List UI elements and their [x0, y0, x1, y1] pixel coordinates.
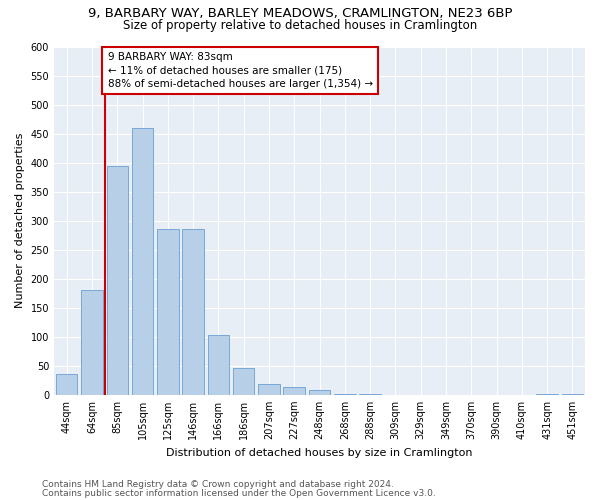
Bar — [132, 128, 153, 395]
Bar — [258, 384, 280, 395]
Text: Contains public sector information licensed under the Open Government Licence v3: Contains public sector information licen… — [42, 488, 436, 498]
Bar — [309, 390, 330, 395]
Bar — [56, 374, 77, 395]
Text: Contains HM Land Registry data © Crown copyright and database right 2024.: Contains HM Land Registry data © Crown c… — [42, 480, 394, 489]
Bar — [334, 394, 356, 395]
Bar — [182, 230, 204, 395]
Text: 9 BARBARY WAY: 83sqm
← 11% of detached houses are smaller (175)
88% of semi-deta: 9 BARBARY WAY: 83sqm ← 11% of detached h… — [107, 52, 373, 88]
Bar — [562, 394, 583, 395]
Text: 9, BARBARY WAY, BARLEY MEADOWS, CRAMLINGTON, NE23 6BP: 9, BARBARY WAY, BARLEY MEADOWS, CRAMLING… — [88, 8, 512, 20]
Bar — [536, 394, 558, 395]
Bar — [208, 335, 229, 395]
Text: Size of property relative to detached houses in Cramlington: Size of property relative to detached ho… — [123, 19, 477, 32]
Bar — [157, 230, 179, 395]
Bar — [107, 166, 128, 395]
X-axis label: Distribution of detached houses by size in Cramlington: Distribution of detached houses by size … — [166, 448, 473, 458]
Bar — [81, 290, 103, 395]
Y-axis label: Number of detached properties: Number of detached properties — [15, 133, 25, 308]
Bar — [283, 388, 305, 395]
Bar — [233, 368, 254, 395]
Bar — [359, 394, 381, 395]
